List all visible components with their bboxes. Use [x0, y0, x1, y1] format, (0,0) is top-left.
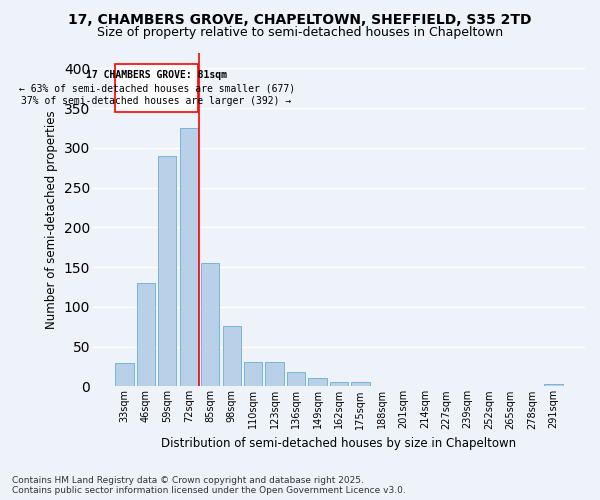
Bar — [308, 378, 326, 386]
Text: Size of property relative to semi-detached houses in Chapeltown: Size of property relative to semi-detach… — [97, 26, 503, 39]
Text: 17, CHAMBERS GROVE, CHAPELTOWN, SHEFFIELD, S35 2TD: 17, CHAMBERS GROVE, CHAPELTOWN, SHEFFIEL… — [68, 12, 532, 26]
Text: 17 CHAMBERS GROVE: 81sqm: 17 CHAMBERS GROVE: 81sqm — [86, 70, 227, 81]
Text: ← 63% of semi-detached houses are smaller (677): ← 63% of semi-detached houses are smalle… — [19, 84, 295, 94]
Bar — [179, 128, 198, 386]
Text: 37% of semi-detached houses are larger (392) →: 37% of semi-detached houses are larger (… — [22, 96, 292, 106]
Bar — [137, 283, 155, 387]
Bar — [244, 362, 262, 386]
Bar — [544, 384, 563, 386]
Bar — [287, 372, 305, 386]
X-axis label: Distribution of semi-detached houses by size in Chapeltown: Distribution of semi-detached houses by … — [161, 437, 517, 450]
Y-axis label: Number of semi-detached properties: Number of semi-detached properties — [45, 110, 58, 329]
Bar — [201, 263, 220, 386]
FancyBboxPatch shape — [115, 64, 199, 112]
Bar — [223, 326, 241, 386]
Bar — [351, 382, 370, 386]
Bar — [265, 362, 284, 386]
Bar — [115, 364, 134, 386]
Bar — [330, 382, 348, 386]
Text: Contains HM Land Registry data © Crown copyright and database right 2025.
Contai: Contains HM Land Registry data © Crown c… — [12, 476, 406, 495]
Bar — [158, 156, 176, 386]
